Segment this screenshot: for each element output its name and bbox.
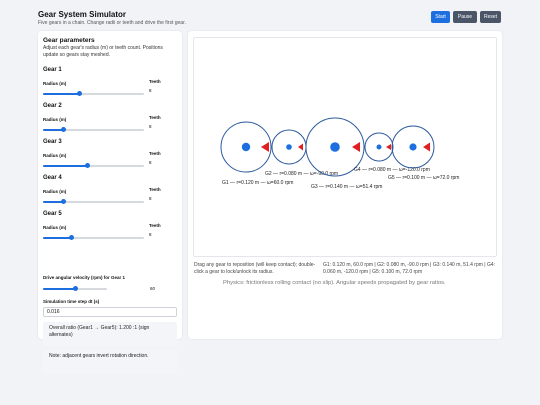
interaction-hint: Drag any gear to reposition (will keep c…	[194, 262, 316, 275]
slider-fill	[43, 236, 72, 239]
gear-3-radius-slider[interactable]	[43, 163, 144, 168]
gear-2-hub	[286, 144, 292, 150]
slider-fill	[43, 200, 64, 203]
app-title: Gear System Simulator	[38, 10, 127, 19]
slider-track	[43, 92, 144, 95]
gear-1-radius-label: Radius (m)	[43, 81, 67, 86]
gear-4-controls: Gear 4 Radius (m) Teeth 8	[43, 175, 179, 211]
slider-fill	[43, 287, 75, 290]
slider-fill	[43, 128, 64, 131]
gear-3-label: G3 — r=0.140 m — ω=51.4 rpm	[311, 184, 382, 190]
gear-5-controls: Gear 5 Radius (m) Teeth 8	[43, 211, 179, 247]
gear-1-name: Gear 1	[43, 67, 62, 73]
gear-4[interactable]: G4 — r=0.080 m — ω=-120.0 rpm	[354, 132, 430, 173]
gear-canvas[interactable]: G1 — r=0.120 m — ω=60.0 rpm G2 — r=0.080…	[193, 37, 497, 257]
gear-4-teeth-label: Teeth	[149, 187, 161, 192]
gear-3-controls: Gear 3 Radius (m) Teeth 8	[43, 139, 179, 175]
gear-4-hub	[376, 144, 382, 150]
gear-4-teeth-input[interactable]: 8	[149, 196, 152, 201]
gear-4-radius-label: Radius (m)	[43, 189, 67, 194]
panel-description: Adjust each gear's radius (m) or teeth c…	[43, 45, 163, 58]
slider-thumb[interactable]	[76, 91, 82, 96]
slider-track	[43, 200, 144, 203]
gear-1-teeth-input[interactable]: 8	[149, 88, 152, 93]
gear-2-controls: Gear 2 Radius (m) Teeth 8	[43, 103, 179, 139]
gear-5-radius-slider[interactable]	[43, 235, 144, 240]
drive-velocity-label: Drive angular velocity (rpm) for Gear 1	[43, 275, 126, 280]
gear-1-marker	[261, 142, 269, 152]
gear-3-teeth-input[interactable]: 8	[149, 160, 152, 165]
overall-ratio-box: Overall ratio (Gear1 → Gear5): 1.200 :1 …	[43, 322, 177, 346]
gear-5-hub	[409, 143, 417, 151]
gear-2[interactable]: G2 — r=0.080 m — ω=-90.0 rpm	[265, 129, 338, 177]
slider-thumb[interactable]	[60, 199, 66, 204]
gear-2-radius-label: Radius (m)	[43, 117, 67, 122]
app-subtitle: Five gears in a chain. Change radii or t…	[38, 20, 186, 26]
gear-4-label: G4 — r=0.080 m — ω=-120.0 rpm	[354, 167, 430, 173]
physics-note: Physics: frictionless rolling contact (n…	[223, 280, 446, 286]
gear-2-radius-slider[interactable]	[43, 127, 144, 132]
slider-fill	[43, 164, 88, 167]
gear-2-name: Gear 2	[43, 103, 62, 109]
gear-1-teeth-label: Teeth	[149, 79, 161, 84]
gear-parameters-panel: Gear parameters Adjust each gear's radiu…	[38, 31, 182, 374]
gear-3[interactable]: G3 — r=0.140 m — ω=51.4 rpm	[305, 117, 382, 190]
direction-note-box: Note: adjacent gears invert rotation dir…	[43, 350, 177, 374]
slider-fill	[43, 92, 80, 95]
start-button[interactable]: Start	[431, 11, 450, 23]
gear-3-marker	[352, 142, 360, 152]
gear-3-hub	[330, 142, 340, 152]
gear-5-marker	[423, 142, 430, 152]
gear-5-label: G5 — r=0.100 m — ω=72.0 rpm	[388, 175, 459, 181]
gear-5-radius-label: Radius (m)	[43, 225, 67, 230]
gear-5-name: Gear 5	[43, 211, 62, 217]
gear-4-rim[interactable]	[364, 132, 394, 162]
drive-velocity-value: 60	[150, 286, 156, 291]
gear-4-marker	[386, 144, 391, 150]
reset-button[interactable]: Reset	[480, 11, 501, 23]
gear-1-label: G1 — r=0.120 m — ω=60.0 rpm	[222, 180, 293, 186]
slider-track	[43, 128, 144, 131]
gear-5-rim[interactable]	[391, 125, 435, 169]
panel-title: Gear parameters	[43, 37, 95, 44]
slider-thumb[interactable]	[68, 235, 74, 240]
gear-5[interactable]: G5 — r=0.100 m — ω=72.0 rpm	[388, 125, 459, 181]
time-step-input[interactable]: 0.016	[43, 307, 177, 317]
gear-5-teeth-label: Teeth	[149, 223, 161, 228]
pause-button[interactable]: Pause	[453, 11, 477, 23]
simulation-stage: G1 — r=0.120 m — ω=60.0 rpm G2 — r=0.080…	[188, 31, 502, 339]
slider-thumb[interactable]	[84, 163, 90, 168]
gear-2-label: G2 — r=0.080 m — ω=-90.0 rpm	[265, 171, 338, 177]
slider-track	[43, 236, 144, 239]
gear-3-radius-label: Radius (m)	[43, 153, 67, 158]
gear-2-teeth-input[interactable]: 8	[149, 124, 152, 129]
time-step-label: Simulation time step dt (s)	[43, 299, 100, 304]
gear-4-radius-slider[interactable]	[43, 199, 144, 204]
gear-status-readout: G1: 0.120 m, 60.0 rpm | G2: 0.080 m, -90…	[323, 262, 496, 275]
gear-5-teeth-input[interactable]: 8	[149, 232, 152, 237]
gear-1-hub	[241, 142, 251, 152]
gear-2-marker	[298, 143, 303, 151]
gear-3-name: Gear 3	[43, 139, 62, 145]
slider-thumb[interactable]	[72, 286, 78, 291]
gear-drawing[interactable]: G1 — r=0.120 m — ω=60.0 rpm G2 — r=0.080…	[194, 38, 498, 258]
gear-1-controls: Gear 1 Radius (m) Teeth 8	[43, 67, 179, 103]
gear-3-teeth-label: Teeth	[149, 151, 161, 156]
gear-1-radius-slider[interactable]	[43, 91, 144, 96]
gear-4-name: Gear 4	[43, 175, 62, 181]
slider-track	[43, 164, 144, 167]
drive-velocity-slider[interactable]	[43, 286, 107, 291]
gear-3-rim[interactable]	[305, 117, 365, 177]
gear-1-rim[interactable]	[220, 121, 272, 173]
slider-thumb[interactable]	[60, 127, 66, 132]
gear-2-teeth-label: Teeth	[149, 115, 161, 120]
gear-1[interactable]: G1 — r=0.120 m — ω=60.0 rpm	[220, 121, 293, 186]
